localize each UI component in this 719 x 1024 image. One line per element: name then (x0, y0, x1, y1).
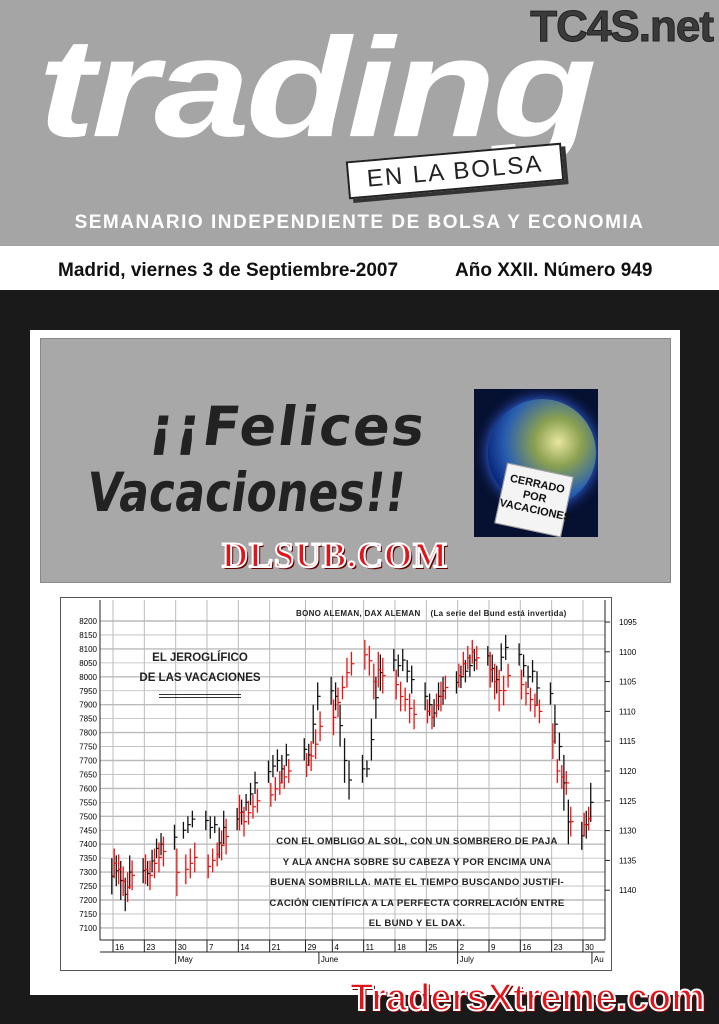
x-tick-label: 16 (115, 943, 124, 952)
brand-watermark: TC4S.net (530, 2, 715, 52)
left-tick-label: 7500 (79, 812, 97, 821)
left-tick-label: 7150 (79, 910, 97, 919)
left-tick-label: 7400 (79, 840, 97, 849)
annotation-line: Y ALA ANCHA SOBRE SU CABEZA Y POR ENCIMA… (282, 856, 552, 868)
right-tick-label: 1125 (619, 797, 637, 806)
left-tick-label: 7350 (79, 854, 97, 863)
left-tick-label: 7100 (79, 924, 97, 933)
right-tick-label: 1100 (619, 648, 637, 657)
left-tick-label: 7550 (79, 798, 97, 807)
annotation-line: BUENA SOMBRILLA. MATE EL TIEMPO BUSCANDO… (270, 877, 564, 888)
x-tick-label: 2 (460, 943, 465, 952)
left-tick-label: 7750 (79, 743, 97, 752)
right-tick-label: 1095 (619, 618, 637, 627)
left-tick-label: 7900 (79, 701, 97, 710)
x-tick-label: 30 (178, 943, 187, 952)
left-tick-label: 7200 (79, 896, 97, 905)
x-tick-label: 11 (366, 943, 375, 952)
inset-title-line: EL JEROGLÍFICO (152, 652, 248, 664)
divider (159, 694, 241, 698)
month-label: July (460, 955, 474, 964)
left-tick-label: 7650 (79, 770, 97, 779)
chart-subtitle: (La serie del Bund está invertida) (430, 609, 567, 618)
subtitle: SEMANARIO INDEPENDIENTE DE BOLSA Y ECONO… (74, 212, 645, 233)
issue-band: Madrid, viernes 3 de Septiembre-2007 Año… (0, 246, 719, 290)
left-tick-label: 7450 (79, 826, 97, 835)
x-tick-label: 30 (585, 943, 594, 952)
chart-title: BONO ALEMAN, DAX ALEMAN (296, 609, 421, 618)
annotation-line: CON EL OMBLIGO AL SOL, CON UN SOMBRERO D… (276, 836, 558, 847)
x-tick-label: 14 (240, 943, 249, 952)
month-label: June (321, 955, 339, 964)
left-tick-label: 7250 (79, 882, 97, 891)
right-tick-label: 1120 (619, 767, 637, 776)
right-tick-label: 1110 (619, 707, 636, 716)
x-tick-label: 25 (428, 943, 437, 952)
left-tick-label: 7850 (79, 715, 97, 724)
left-tick-label: 8200 (79, 617, 97, 626)
right-tick-label: 1135 (619, 856, 637, 865)
x-tick-label: 21 (272, 943, 281, 952)
chart-annotation: CON EL OMBLIGO AL SOL, CON UN SOMBRERO D… (262, 832, 572, 935)
left-tick-label: 7800 (79, 729, 97, 738)
issue-date: Madrid, viernes 3 de Septiembre-2007 (58, 260, 399, 281)
left-tick-label: 8000 (79, 673, 97, 682)
left-tick-label: 8150 (79, 631, 97, 640)
x-tick-label: 9 (491, 943, 496, 952)
right-tick-label: 1105 (619, 678, 637, 687)
masthead: trading TC4S.net EN LA BOLSA SEMANARIO I… (0, 0, 719, 246)
tradersxtreme-watermark: TradersXtreme.com (349, 976, 706, 1020)
left-tick-label: 7700 (79, 757, 97, 766)
chart-header: BONO ALEMAN, DAX ALEMAN (La serie del Bu… (296, 609, 567, 618)
x-tick-label: 4 (334, 943, 339, 952)
x-tick-label: 23 (146, 943, 155, 952)
left-tick-label: 7600 (79, 784, 97, 793)
month-label: May (178, 955, 193, 964)
left-tick-label: 8100 (79, 645, 97, 654)
x-tick-label: 7 (209, 943, 214, 952)
x-tick-label: 16 (522, 943, 531, 952)
left-tick-label: 7300 (79, 868, 97, 877)
left-tick-label: 8050 (79, 659, 97, 668)
right-tick-label: 1140 (619, 886, 637, 895)
issue-number: Año XXII. Número 949 (455, 260, 653, 281)
annotation-line: EL BUND Y EL DAX. (368, 918, 466, 929)
inset-title-line: DE LAS VACACIONES (139, 672, 261, 684)
inset-title: EL JEROGLÍFICO DE LAS VACACIONES (120, 648, 280, 698)
x-tick-label: 23 (554, 943, 563, 952)
logo: trading (38, 9, 597, 167)
right-tick-label: 1130 (619, 827, 637, 836)
left-tick-label: 7950 (79, 687, 97, 696)
right-tick-label: 1115 (619, 737, 636, 746)
month-label: Au (594, 955, 604, 964)
x-tick-label: 29 (307, 943, 316, 952)
dlsub-watermark: DLSUB.COM (221, 534, 449, 576)
annotation-line: CACIÓN CIENTÍFICA A LA PERFECTA CORRELAC… (269, 897, 565, 909)
globe-image: CERRADO POR VACACIONES (474, 389, 598, 537)
x-tick-label: 18 (397, 943, 406, 952)
